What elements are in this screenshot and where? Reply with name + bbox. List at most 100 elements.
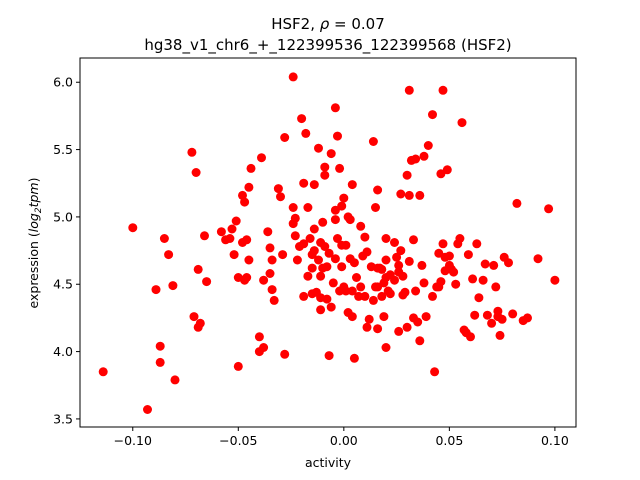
data-point bbox=[419, 151, 429, 161]
data-point bbox=[309, 180, 319, 190]
data-point bbox=[314, 143, 323, 153]
data-point bbox=[523, 313, 532, 323]
x-axis-label: activity bbox=[305, 455, 352, 470]
data-point bbox=[341, 286, 351, 296]
data-point bbox=[303, 271, 313, 281]
data-point bbox=[373, 185, 383, 195]
data-point bbox=[242, 235, 252, 245]
data-point bbox=[320, 170, 330, 180]
data-point bbox=[292, 255, 302, 265]
data-point bbox=[360, 291, 370, 301]
data-point bbox=[225, 234, 235, 243]
data-point bbox=[159, 234, 169, 243]
data-point bbox=[143, 405, 152, 414]
data-point bbox=[352, 273, 361, 282]
x-tick-label: 0.10 bbox=[541, 433, 569, 448]
data-point bbox=[345, 215, 355, 225]
data-point bbox=[254, 332, 264, 342]
data-point bbox=[438, 239, 448, 249]
data-point bbox=[326, 149, 336, 159]
data-point bbox=[381, 255, 391, 265]
data-point bbox=[328, 278, 338, 288]
data-point bbox=[288, 72, 298, 82]
data-point bbox=[478, 275, 488, 285]
data-point bbox=[470, 310, 480, 320]
data-point bbox=[373, 324, 383, 334]
data-point bbox=[377, 291, 387, 301]
data-point bbox=[151, 285, 161, 295]
data-point bbox=[307, 263, 317, 273]
data-point bbox=[288, 203, 298, 212]
data-point bbox=[349, 353, 359, 363]
data-point bbox=[330, 103, 340, 113]
data-point bbox=[390, 238, 399, 247]
data-point bbox=[233, 361, 243, 371]
data-point bbox=[290, 231, 300, 241]
data-point bbox=[468, 274, 478, 284]
data-point bbox=[326, 302, 336, 312]
data-point bbox=[491, 282, 501, 292]
data-point bbox=[216, 227, 226, 237]
y-tick-label: 4.0 bbox=[53, 344, 73, 359]
data-point bbox=[305, 234, 315, 243]
data-point bbox=[259, 275, 269, 285]
data-point bbox=[341, 240, 351, 250]
points-layer bbox=[98, 72, 560, 414]
data-point bbox=[504, 258, 513, 268]
data-point bbox=[472, 239, 482, 249]
data-point bbox=[280, 349, 290, 359]
y-tick-label: 6.0 bbox=[53, 75, 73, 90]
data-point bbox=[164, 250, 174, 260]
data-point bbox=[489, 260, 499, 270]
data-point bbox=[379, 312, 389, 322]
ticks-layer: −0.10 −0.05 0.00 0.05 0.10 3.5 4.0 4.5 5.0 5.5 6.0 bbox=[53, 75, 569, 448]
data-point bbox=[354, 291, 364, 301]
data-point bbox=[409, 235, 418, 245]
data-point bbox=[411, 286, 421, 296]
data-point bbox=[259, 343, 269, 352]
data-point bbox=[337, 201, 347, 211]
data-point bbox=[189, 312, 199, 322]
data-point bbox=[463, 250, 473, 260]
data-point bbox=[244, 182, 254, 192]
data-point bbox=[322, 294, 332, 304]
data-point bbox=[347, 312, 357, 322]
data-point bbox=[335, 163, 345, 173]
data-point bbox=[381, 343, 391, 352]
data-point bbox=[309, 224, 319, 234]
data-point bbox=[436, 277, 446, 287]
data-point bbox=[347, 180, 357, 190]
data-point bbox=[487, 318, 497, 328]
data-point bbox=[394, 326, 404, 336]
data-point bbox=[324, 351, 334, 361]
data-point bbox=[330, 254, 340, 264]
data-point bbox=[362, 322, 372, 332]
data-point bbox=[356, 282, 366, 292]
data-point bbox=[276, 192, 285, 202]
data-point bbox=[438, 85, 448, 95]
data-point bbox=[390, 275, 399, 285]
data-point bbox=[512, 198, 522, 208]
data-point bbox=[360, 232, 370, 242]
data-point bbox=[320, 162, 330, 172]
data-point bbox=[371, 203, 380, 212]
data-point bbox=[318, 217, 328, 227]
data-point bbox=[413, 317, 423, 327]
data-point bbox=[263, 227, 273, 237]
data-point bbox=[193, 264, 203, 274]
data-point bbox=[497, 314, 507, 324]
data-point bbox=[423, 141, 433, 150]
data-point bbox=[356, 221, 366, 231]
y-tick-label: 3.5 bbox=[53, 411, 73, 426]
chart-title-line2: hg38_v1_chr6_+_122399536_122399568 (HSF2… bbox=[144, 36, 511, 55]
x-tick-label: −0.10 bbox=[114, 433, 152, 448]
data-point bbox=[299, 291, 309, 301]
data-point bbox=[265, 243, 275, 253]
data-point bbox=[449, 267, 459, 277]
chart-title-line1: HSF2, ρ = 0.07 bbox=[271, 15, 385, 33]
data-point bbox=[267, 255, 277, 265]
data-point bbox=[381, 234, 391, 243]
data-point bbox=[337, 262, 347, 272]
data-point bbox=[299, 178, 309, 188]
data-point bbox=[280, 133, 290, 142]
